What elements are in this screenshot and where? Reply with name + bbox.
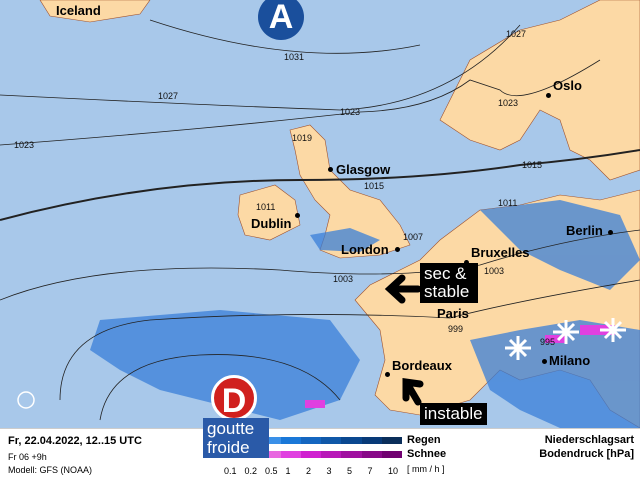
city-oslo: Oslo [553, 78, 582, 93]
scale-swatch [381, 437, 402, 444]
globe-icon [17, 391, 35, 409]
legend-title-type: Niederschlagsart [544, 434, 634, 446]
weather-map: 1031 1027 1027 1023 1023 1023 1019 1015 … [0, 0, 640, 428]
snow-label: Schnee [407, 448, 447, 460]
scale-swatch [341, 451, 362, 458]
isobar-label: 1011 [256, 202, 275, 212]
scale-swatch [321, 437, 342, 444]
isobar-label: 995 [540, 337, 555, 347]
scale-swatch [381, 451, 402, 458]
isobar-label: 1007 [403, 232, 423, 242]
rain-label: Regen [407, 434, 441, 446]
isobar-label: 1031 [284, 52, 304, 62]
unit-label: [ mm / h ] [407, 464, 445, 474]
scale-tick: 0.5 [265, 466, 278, 476]
snow-star-icon [505, 318, 626, 360]
city-paris: Paris [437, 306, 469, 321]
scale-tick: 0.2 [244, 466, 258, 476]
scale-tick: 1 [285, 466, 291, 476]
scale-swatch [300, 437, 322, 444]
isobar-label: 1015 [364, 181, 384, 191]
scale-tick: 2 [306, 466, 312, 476]
forecast-date: Fr, 22.04.2022, 12..15 UTC [8, 435, 142, 447]
ireland-land [237, 184, 301, 241]
scale-tick: 0.1 [224, 466, 237, 476]
isobar-label: 1003 [333, 274, 353, 284]
isobar-label: 1027 [158, 91, 178, 101]
city-dublin: Dublin [251, 216, 292, 231]
model-name: Modell: GFS (NOAA) [8, 465, 93, 475]
isobar-label: 1011 [498, 198, 517, 208]
snow-areas [305, 325, 615, 408]
city-london: London [341, 242, 389, 257]
isobar-label: 999 [448, 324, 463, 334]
scandinavia-land [439, 0, 640, 181]
scale-swatch [280, 451, 301, 458]
map-graphics: 1031 1027 1027 1023 1023 1023 1019 1015 … [0, 0, 640, 428]
arrow-northwest-icon [402, 377, 424, 406]
isobar-label: 1023 [498, 98, 518, 108]
scale-swatch [300, 451, 322, 458]
annotation-cutoff-low: goutte froide [203, 418, 269, 458]
scale-swatch [361, 437, 382, 444]
arrow-west-icon [384, 274, 422, 304]
city-bordeaux: Bordeaux [392, 358, 452, 373]
scale-swatch [280, 437, 301, 444]
scale-swatch [260, 437, 281, 444]
isobar-label: 1015 [522, 160, 542, 170]
annotation-dry-stable: sec & stable [420, 263, 478, 303]
isobar-label: 1003 [484, 266, 504, 276]
city-milano: Milano [549, 353, 591, 368]
scale-tick: 5 [347, 466, 353, 476]
scale-tick: 7 [367, 466, 373, 476]
isobar-label: 1023 [340, 107, 360, 117]
scale-swatch [341, 437, 362, 444]
legend: Fr, 22.04.2022, 12..15 UTC Fr 06 +9h Mod… [0, 428, 640, 478]
label-iceland: Iceland [56, 3, 101, 18]
city-berlin: Berlin [566, 223, 603, 238]
scale-swatch [321, 451, 342, 458]
scale-swatch [361, 451, 382, 458]
scale-tick: 3 [326, 466, 332, 476]
scale-tick: 10 [388, 466, 399, 476]
annotation-unstable: instable [420, 403, 487, 425]
britain-land [289, 124, 411, 259]
scale-swatch [260, 451, 281, 458]
iceland-land [39, 0, 151, 23]
low-pressure-marker: D [211, 375, 257, 421]
forecast-run: Fr 06 +9h [8, 452, 47, 462]
isobar-label: 1019 [292, 133, 312, 143]
legend-title-pressure: Bodendruck [hPa] [539, 448, 634, 460]
city-glasgow: Glasgow [336, 162, 391, 177]
high-pressure-marker: A [258, 0, 304, 40]
isobar-label: 1023 [14, 140, 34, 150]
isobar-label: 1027 [506, 29, 526, 39]
city-bruxelles: Bruxelles [471, 245, 530, 260]
